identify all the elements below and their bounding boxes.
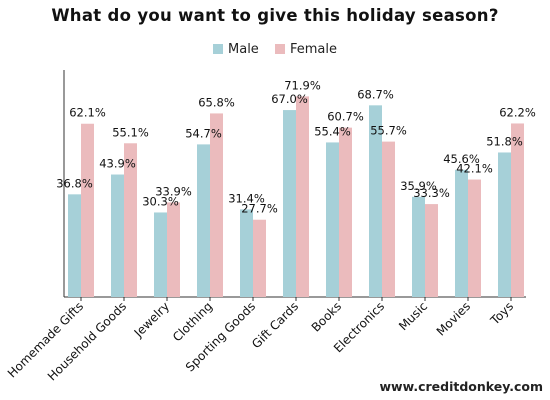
data-label-female-9: 42.1% (456, 162, 493, 176)
bar-male-8 (412, 196, 425, 297)
bar-male-9 (455, 169, 468, 297)
legend-label-male: Male (228, 42, 259, 57)
data-label-female-6: 60.7% (327, 110, 364, 124)
x-tick-label-0: Homemade Gifts (5, 299, 86, 380)
bar-male-5 (283, 110, 296, 297)
x-tick-label-10: Toys (487, 299, 516, 328)
x-tick-label-8: Music (396, 299, 430, 333)
data-label-female-2: 33.9% (155, 184, 192, 198)
bar-female-2 (167, 202, 180, 297)
bar-female-4 (253, 219, 266, 297)
bar-female-5 (296, 96, 309, 297)
x-tick-label-2: Jewelry (131, 299, 172, 340)
bar-female-0 (81, 123, 94, 297)
bar-male-6 (326, 142, 339, 297)
data-label-male-9: 45.6% (443, 152, 480, 166)
chart-title: What do you want to give this holiday se… (51, 6, 499, 25)
x-tick-label-5: Gift Cards (249, 299, 301, 351)
bar-female-9 (468, 179, 481, 297)
bar-male-7 (369, 105, 382, 298)
data-label-male-3: 54.7% (185, 126, 222, 140)
bar-male-2 (154, 212, 167, 297)
data-label-male-10: 51.8% (486, 134, 523, 148)
bar-female-3 (210, 113, 223, 297)
legend-swatch-female (274, 44, 285, 54)
bar-male-4 (240, 209, 253, 297)
data-label-male-0: 36.8% (56, 176, 93, 190)
data-label-male-7: 68.7% (357, 87, 394, 101)
data-label-male-1: 43.9% (99, 157, 136, 171)
bar-female-6 (339, 127, 352, 297)
data-label-female-4: 27.7% (241, 202, 278, 216)
legend: Male Female (0, 42, 550, 57)
x-tick-label-1: Household Goods (45, 299, 129, 383)
data-label-male-4: 31.4% (228, 191, 265, 205)
bar-female-10 (511, 123, 524, 297)
source-credit: www.creditdonkey.com (379, 379, 543, 394)
bar-male-10 (498, 152, 511, 297)
bar-male-0 (68, 194, 81, 297)
data-label-male-5: 67.0% (271, 92, 308, 106)
data-label-female-7: 55.7% (370, 124, 407, 138)
data-label-female-3: 65.8% (198, 95, 235, 109)
bar-female-7 (382, 141, 395, 297)
bar-female-8 (425, 204, 438, 297)
legend-swatch-male (213, 44, 224, 54)
data-label-female-8: 33.3% (413, 186, 450, 200)
data-label-female-0: 62.1% (69, 106, 106, 120)
data-label-female-1: 55.1% (112, 125, 149, 139)
data-label-female-5: 71.9% (284, 78, 321, 92)
legend-label-female: Female (289, 42, 337, 57)
data-label-male-2: 30.3% (142, 194, 179, 208)
bar-male-1 (111, 174, 124, 297)
bar-male-3 (197, 144, 210, 297)
legend-item-male: Male (213, 42, 259, 57)
x-tick-label-6: Books (309, 299, 344, 334)
data-label-male-6: 55.4% (314, 124, 351, 138)
bar-female-1 (124, 143, 137, 297)
data-label-female-10: 62.2% (499, 105, 536, 119)
x-tick-label-9: Movies (434, 299, 473, 338)
legend-item-female: Female (274, 42, 337, 57)
x-tick-label-3: Clothing (170, 299, 215, 344)
data-label-male-8: 35.9% (400, 179, 437, 193)
